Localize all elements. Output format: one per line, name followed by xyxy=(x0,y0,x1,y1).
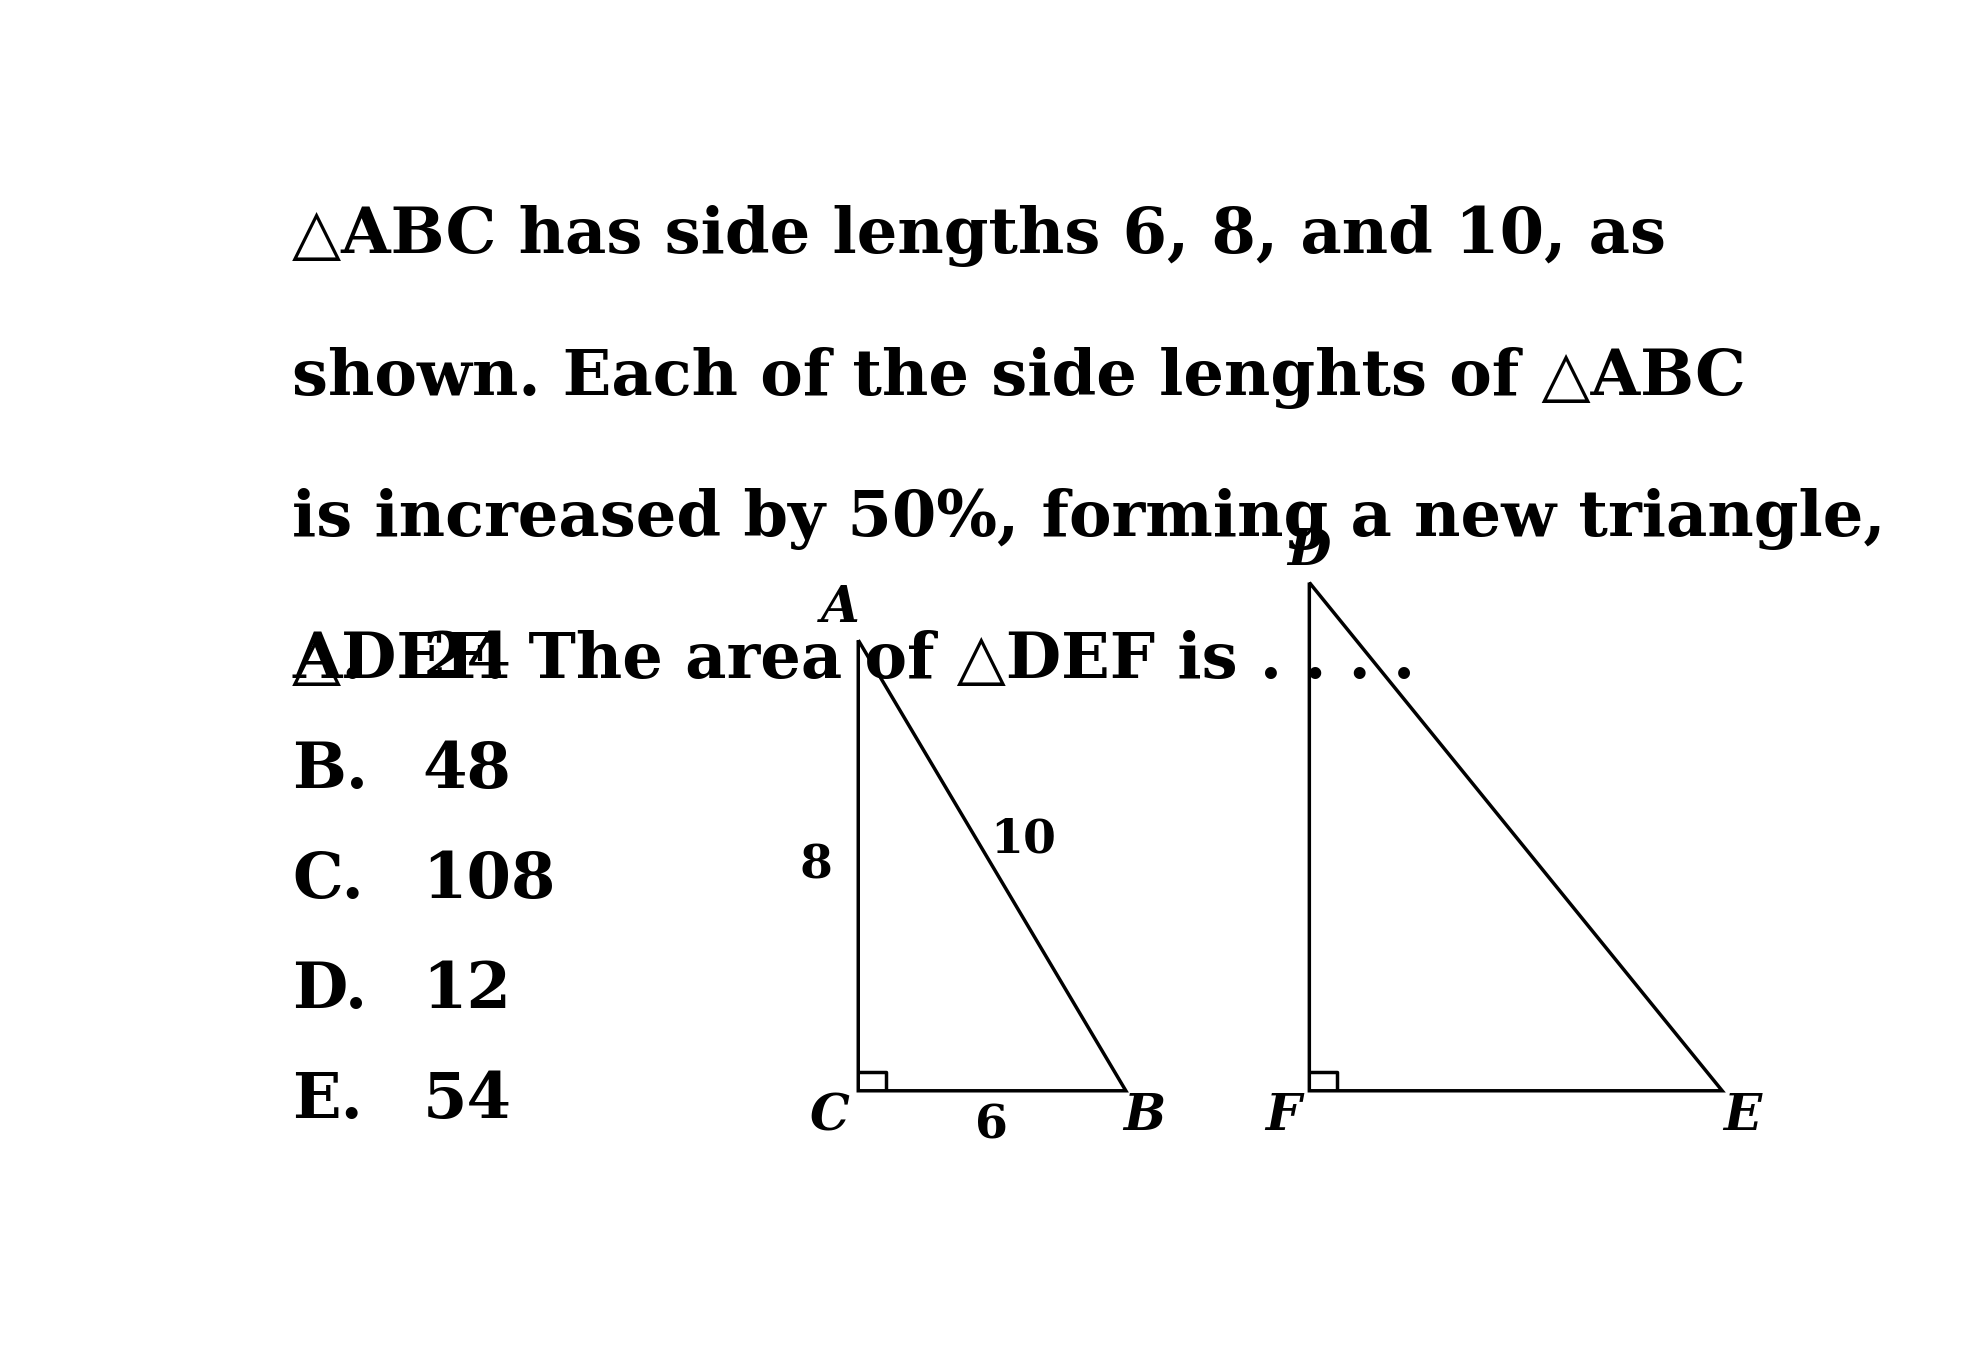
Text: 10: 10 xyxy=(990,817,1056,863)
Text: A.: A. xyxy=(292,630,365,690)
Text: 108: 108 xyxy=(422,849,556,911)
Text: 24: 24 xyxy=(422,630,511,690)
Text: 8: 8 xyxy=(799,842,833,889)
Text: 6: 6 xyxy=(975,1102,1008,1149)
Text: B.: B. xyxy=(292,740,369,800)
Text: D: D xyxy=(1288,527,1332,576)
Text: is increased by 50%, forming a new triangle,: is increased by 50%, forming a new trian… xyxy=(292,489,1886,550)
Text: 48: 48 xyxy=(422,740,511,800)
Text: C: C xyxy=(809,1093,848,1142)
Text: D.: D. xyxy=(292,960,367,1021)
Text: E: E xyxy=(1722,1093,1762,1142)
Text: shown. Each of the side lenghts of △ABC: shown. Each of the side lenghts of △ABC xyxy=(292,347,1746,408)
Text: F: F xyxy=(1265,1093,1300,1142)
Text: △ABC has side lengths 6, 8, and 10, as: △ABC has side lengths 6, 8, and 10, as xyxy=(292,206,1667,267)
Text: 12: 12 xyxy=(422,960,511,1021)
Text: C.: C. xyxy=(292,849,365,911)
Text: △DEF. The area of △DEF is . . . .: △DEF. The area of △DEF is . . . . xyxy=(292,630,1415,690)
Text: A: A xyxy=(821,584,860,633)
Text: 54: 54 xyxy=(422,1070,511,1131)
Text: B: B xyxy=(1123,1093,1166,1142)
Text: E.: E. xyxy=(292,1070,363,1131)
